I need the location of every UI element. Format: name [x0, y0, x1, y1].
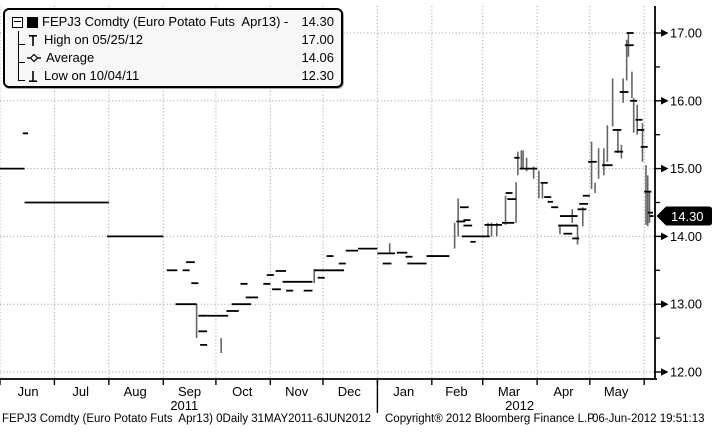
- x-axis-month-label: Jun: [18, 384, 39, 399]
- x-axis-month-label: Mar: [498, 384, 521, 399]
- footer-copyright: Copyright® 2012 Bloomberg Finance L.P.: [385, 413, 597, 428]
- legend-tree-line: [18, 31, 19, 80]
- legend-tree-stub: [18, 80, 25, 81]
- low-marker-icon: [27, 70, 39, 83]
- high-marker-icon: [27, 34, 39, 47]
- y-axis-tick-arrow: [661, 368, 669, 376]
- x-axis-month-label: Oct: [232, 384, 253, 399]
- x-axis-year-label: 2011: [170, 398, 198, 413]
- y-axis-label: 12.00: [670, 365, 702, 380]
- footer-security-info: FEPJ3 Comdty (Euro Potato Futs Apr13) 0D…: [2, 413, 371, 428]
- x-axis-month-label: Aug: [124, 384, 147, 399]
- legend-tree-stub: [18, 44, 25, 45]
- y-axis-label: 16.00: [670, 93, 702, 108]
- x-axis-month-label: Feb: [445, 384, 467, 399]
- y-axis-tick-arrow: [661, 29, 669, 37]
- y-axis-tick-arrow: [661, 165, 669, 173]
- x-axis-month-label: Jan: [393, 384, 414, 399]
- legend-row-low: Low on 10/04/11 12.30: [5, 67, 341, 85]
- legend-high-value: 17.00: [301, 31, 341, 49]
- y-axis-label: 17.00: [670, 26, 702, 41]
- legend-low-value: 12.30: [301, 67, 341, 85]
- x-axis-year-label: 2012: [505, 398, 534, 413]
- x-axis-month-label: May: [604, 384, 629, 399]
- x-axis-month-label: Jul: [72, 384, 89, 399]
- x-axis-month-label: Sep: [178, 384, 201, 399]
- legend-average-label: Average: [46, 49, 94, 67]
- legend-average-value: 14.06: [301, 49, 341, 67]
- y-axis-tick-arrow: [661, 300, 669, 308]
- legend-row-security: FEPJ3 Comdty (Euro Potato Futs Apr13) - …: [5, 13, 341, 31]
- x-axis-month-label: Nov: [285, 384, 309, 399]
- last-price-label: 14.30: [671, 209, 704, 224]
- y-axis-label: 14.00: [670, 229, 702, 244]
- x-axis-month-label: Dec: [338, 384, 362, 399]
- series-swatch: [27, 17, 38, 28]
- x-axis-month-label: Apr: [553, 384, 574, 399]
- legend-tree-stub: [18, 62, 25, 63]
- legend-high-label: High on 05/25/12: [44, 31, 143, 49]
- legend-row-average: Average 14.06: [5, 49, 341, 67]
- y-axis-tick-arrow: [661, 97, 669, 105]
- footer-timestamp: 06-Jun-2012 19:51:13: [592, 413, 705, 428]
- legend-last-value: 14.30: [301, 13, 341, 31]
- legend-row-high: High on 05/25/12 17.00: [5, 31, 341, 49]
- y-axis-label: 13.00: [670, 297, 702, 312]
- y-axis-tick-arrow: [661, 233, 669, 241]
- average-marker-icon: [27, 53, 41, 63]
- legend-low-label: Low on 10/04/11: [44, 67, 139, 85]
- y-axis-label: 15.00: [670, 161, 702, 176]
- tree-collapse-icon[interactable]: [12, 17, 23, 28]
- chart-legend: FEPJ3 Comdty (Euro Potato Futs Apr13) - …: [3, 8, 343, 88]
- legend-security-label: FEPJ3 Comdty (Euro Potato Futs Apr13) -: [42, 13, 288, 31]
